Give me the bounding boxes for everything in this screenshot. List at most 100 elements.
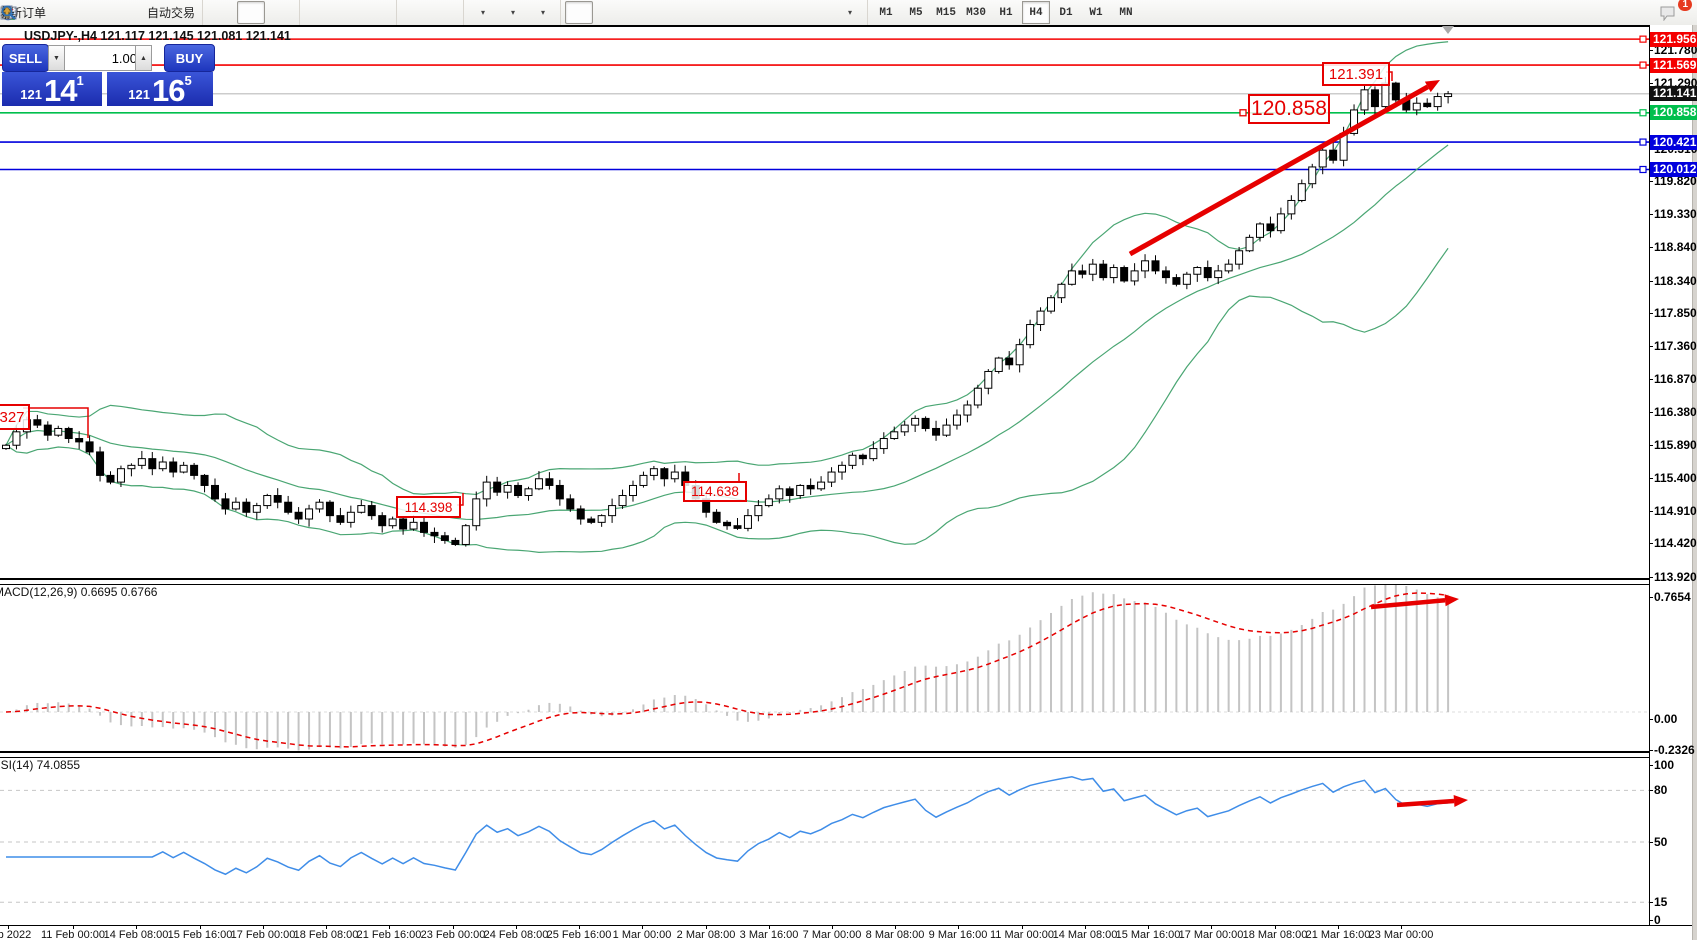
time-axis-tick — [642, 925, 643, 929]
candle-body — [952, 414, 961, 426]
bar-chart-button[interactable] — [1, 1, 235, 24]
fibonacci-button[interactable]: F — [1, 1, 773, 24]
time-axis-tick — [1275, 925, 1276, 929]
notifications-button[interactable]: 1 — [1658, 0, 1692, 24]
level-price-tag[interactable]: 121.956 — [1650, 31, 1697, 47]
chevron-down-icon: ▾ — [511, 8, 516, 17]
candle-body — [1276, 213, 1285, 232]
candle-body — [75, 438, 84, 443]
chart-title: USDJPY-,H4 121.117 121.145 121.081 121.1… — [24, 29, 291, 43]
text-label-button[interactable]: T — [0, 1, 833, 24]
candle-body — [670, 471, 679, 480]
arrows-button[interactable]: ▾ — [2, 1, 863, 24]
time-axis-label: 15 Mar 16:00 — [1115, 929, 1181, 940]
candle-body — [1412, 102, 1421, 111]
volume-increase-button[interactable]: ▲ — [135, 45, 152, 71]
tile-windows-button[interactable] — [1, 1, 392, 24]
main-chart-pane[interactable] — [0, 27, 1649, 580]
candle-body — [1318, 149, 1327, 168]
buy-button[interactable]: BUY — [164, 44, 215, 72]
timeframe-button-m5[interactable]: M5 — [909, 6, 923, 19]
price-scale[interactable]: 121.780121.290120.800120.310119.820119.3… — [1648, 25, 1697, 927]
candle-body — [1297, 183, 1306, 201]
cursor-button[interactable] — [3, 1, 594, 24]
level-price-tag[interactable]: 121.569 — [1650, 57, 1697, 73]
candle-body — [629, 484, 637, 497]
current-price-tag[interactable]: 121.141 — [1650, 86, 1697, 102]
pane-separator[interactable] — [0, 751, 1692, 758]
templates-button[interactable]: ▾ — [0, 1, 556, 24]
autotrading-button[interactable]: 自动交易 — [1, 1, 198, 24]
time-axis-label: 15 Feb 16:00 — [167, 929, 233, 940]
candle-body — [461, 525, 470, 545]
scroll-shift-marker[interactable] — [1442, 26, 1454, 34]
candle-body — [545, 478, 554, 486]
periods-button[interactable]: ▾ — [0, 1, 526, 24]
chevron-down-icon: ▾ — [541, 8, 546, 17]
crosshair-button[interactable] — [1, 1, 623, 24]
community-button[interactable] — [0, 1, 109, 24]
auto-scroll-button[interactable] — [1, 1, 429, 24]
candle-body — [879, 438, 888, 450]
level-line-anchor — [1639, 109, 1647, 117]
macd-pane[interactable] — [0, 582, 1649, 751]
sell-button[interactable]: SELL — [2, 44, 49, 72]
candle-body — [263, 495, 272, 507]
price-callout-c327[interactable]: 327 — [0, 404, 30, 430]
level-price-tag[interactable]: 120.858 — [1650, 105, 1697, 121]
equidistant-channel-button[interactable]: E — [0, 1, 743, 24]
price-callout-c121391[interactable]: 121.391 — [1322, 62, 1390, 86]
timeframe-button-m30[interactable]: M30 — [966, 6, 986, 19]
candle-body — [576, 508, 585, 520]
rsi-line — [6, 776, 1449, 876]
time-axis-tick — [1085, 925, 1086, 929]
candle-body — [1120, 267, 1129, 282]
time-axis-tick — [8, 925, 9, 929]
timeframe-button-d1[interactable]: D1 — [1059, 6, 1073, 19]
text-button[interactable]: A — [2, 1, 803, 24]
candle-body — [315, 501, 324, 510]
rsi-pane[interactable] — [0, 755, 1649, 925]
new-chart-button[interactable]: ▾ — [1, 1, 496, 24]
level-price-tag[interactable]: 120.421 — [1650, 134, 1697, 150]
price-callout-c114398[interactable]: 114.398 — [396, 496, 461, 518]
timeframe-button-h1[interactable]: H1 — [999, 6, 1013, 19]
rsi-axis-tick: 0 — [1649, 913, 1661, 927]
candle-body — [869, 448, 878, 460]
trend-arrow-line — [1128, 84, 1430, 257]
sell-quote[interactable]: 121 14 1 — [2, 72, 102, 106]
zoom-out-button[interactable] — [1, 1, 362, 24]
signals-button[interactable] — [1, 1, 139, 24]
level-price-tag[interactable]: 120.012 — [1650, 161, 1697, 177]
buy-quote[interactable]: 121 16 5 — [107, 72, 213, 106]
price-callout-c114638[interactable]: 114.638 — [683, 481, 747, 502]
vertical-line-button[interactable] — [4, 1, 653, 24]
chart-shift-button[interactable] — [1, 1, 459, 24]
time-axis-label: 11 Feb 00:00 — [40, 929, 106, 940]
candle-body — [430, 531, 439, 537]
line-chart-button[interactable] — [0, 1, 295, 24]
candle-body — [1214, 270, 1223, 279]
horizontal-line-button[interactable] — [1, 1, 683, 24]
pane-separator[interactable] — [0, 578, 1692, 585]
trendline-button[interactable] — [1, 1, 713, 24]
candle-body — [127, 464, 136, 470]
zoom-in-button[interactable] — [1, 1, 332, 24]
time-axis-label: 8 Mar 08:00 — [865, 929, 925, 940]
candle-body — [284, 501, 293, 513]
timeframe-button-mn[interactable]: MN — [1119, 6, 1133, 19]
candle-body — [733, 525, 742, 529]
candlestick-chart-button[interactable] — [1, 1, 266, 24]
timeframe-button-h4[interactable]: H4 — [1022, 1, 1051, 24]
search-button[interactable] — [1, 1, 1651, 24]
macd-signal-line — [5, 592, 1449, 748]
time-axis-label: Feb 2022 — [0, 929, 32, 940]
profiles-button[interactable] — [2, 1, 79, 24]
volume-input[interactable] — [64, 45, 144, 71]
notification-badge: 1 — [1678, 0, 1692, 11]
timeframe-button-w1[interactable]: W1 — [1089, 6, 1103, 19]
timeframe-button-m1[interactable]: M1 — [879, 6, 893, 19]
timeframe-button-m15[interactable]: M15 — [936, 6, 956, 19]
price-callout-c120858[interactable]: 120.858 — [1248, 94, 1330, 124]
volume-decrease-button[interactable]: ▼ — [48, 45, 65, 71]
